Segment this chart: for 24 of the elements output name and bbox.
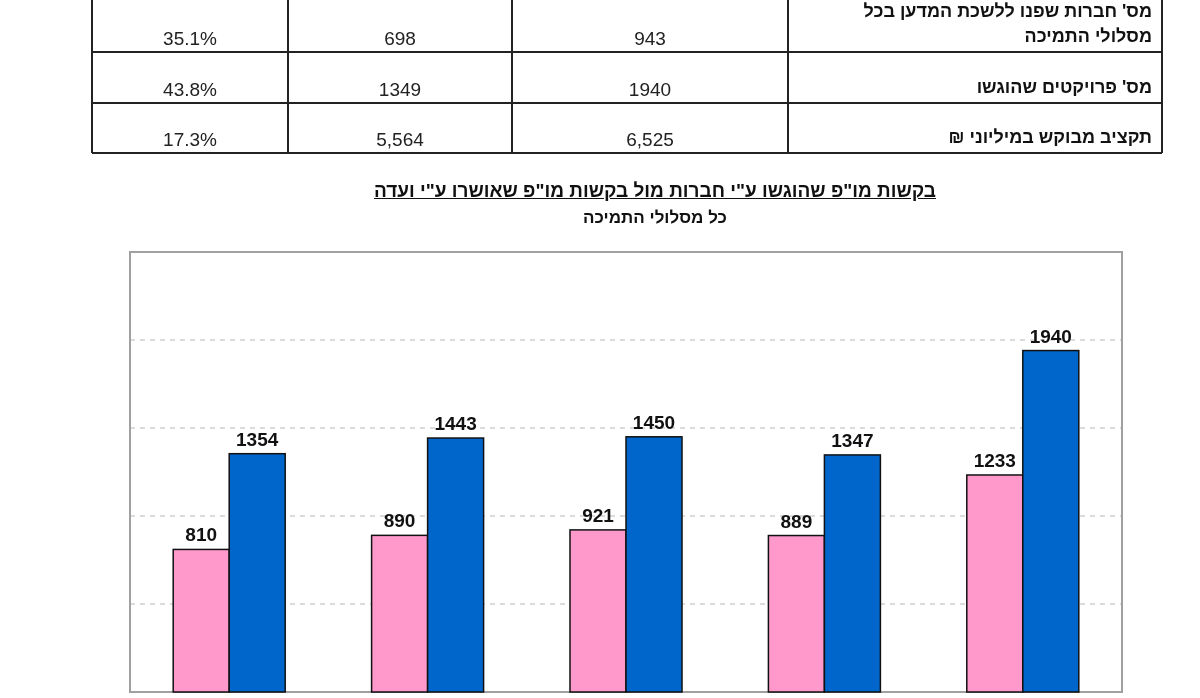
text: תקציב מבוקש במיליוני ₪ [947, 126, 1152, 149]
chart-subtitle: כל מסלולי התמיכה [582, 208, 728, 228]
data-label: 1354 [236, 428, 279, 450]
text: 43.8% [162, 79, 218, 101]
text: 35.1% [162, 28, 218, 50]
data-label: 921 [582, 504, 615, 526]
text: 698 [383, 28, 417, 50]
text: 6,525 [625, 129, 675, 151]
data-label: 890 [383, 510, 416, 532]
data-label: 1940 [1029, 325, 1072, 347]
text: 1940 [627, 79, 673, 101]
data-label: 1347 [831, 429, 874, 451]
text: 943 [633, 28, 667, 50]
data-label: 1443 [434, 413, 477, 435]
text: מס' חברות שפנו ללשכת המדען בכל מסלולי התמיכה [862, 0, 1152, 48]
text: 1349 [377, 79, 423, 101]
chart-title: בקשות מו"פ שהוגשו ע"י חברות מול בקשות מו"פ שאושרו ע"י ועדה [373, 180, 937, 202]
data-label: 810 [185, 524, 218, 546]
data-label: 1233 [973, 449, 1016, 471]
text: 17.3% [162, 129, 218, 151]
data-label: 1450 [632, 411, 676, 433]
text: 5,564 [375, 129, 425, 151]
text: מס' פרויקטים שהוגשו [975, 76, 1152, 99]
data-label: 889 [780, 510, 813, 532]
